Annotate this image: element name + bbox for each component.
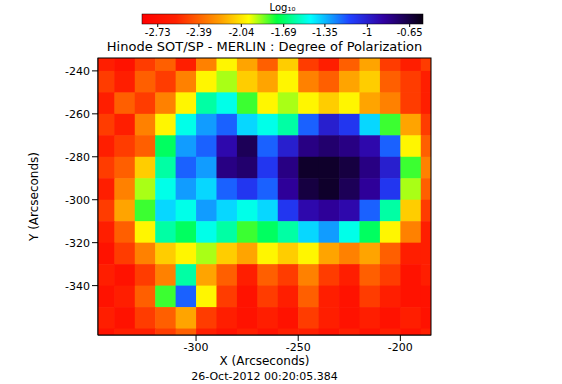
svg-text:Y (Arcseconds): Y (Arcseconds) xyxy=(27,152,41,242)
svg-text:26-Oct-2012 00:20:05.384: 26-Oct-2012 00:20:05.384 xyxy=(191,370,338,383)
svg-text:Log₁₀: Log₁₀ xyxy=(270,2,296,13)
svg-text:-260: -260 xyxy=(65,108,90,121)
svg-text:-240: -240 xyxy=(65,65,90,78)
svg-text:Hinode SOT/SP - MERLIN : Degre: Hinode SOT/SP - MERLIN : Degree of Polar… xyxy=(107,39,422,54)
svg-text:-200: -200 xyxy=(388,341,413,354)
svg-text:-2.04: -2.04 xyxy=(228,27,254,38)
svg-text:X (Arcseconds): X (Arcseconds) xyxy=(220,354,310,368)
svg-text:-300: -300 xyxy=(184,341,209,354)
svg-text:-320: -320 xyxy=(65,237,90,250)
svg-text:-280: -280 xyxy=(65,151,90,164)
svg-text:-340: -340 xyxy=(65,280,90,293)
svg-text:-250: -250 xyxy=(286,341,311,354)
svg-text:-300: -300 xyxy=(65,194,90,207)
svg-text:-1.35: -1.35 xyxy=(312,27,338,38)
svg-text:-2.73: -2.73 xyxy=(145,27,171,38)
svg-text:-1.69: -1.69 xyxy=(271,27,297,38)
svg-text:-2.39: -2.39 xyxy=(186,27,212,38)
svg-text:-0.65: -0.65 xyxy=(397,27,423,38)
svg-text:-1: -1 xyxy=(362,27,372,38)
